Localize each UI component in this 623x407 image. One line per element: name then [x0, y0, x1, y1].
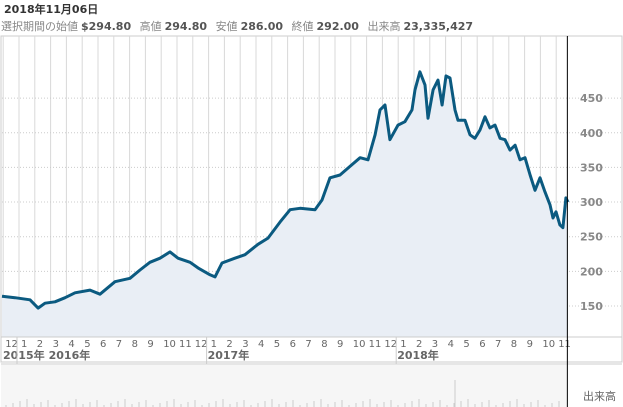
month-tick-label: 7 — [116, 339, 122, 350]
month-tick-label: 3 — [53, 339, 59, 350]
y-tick-label: 400 — [580, 127, 603, 140]
volume-value: 23,335,427 — [403, 20, 474, 33]
selected-date: 2018年11月06日 — [4, 3, 99, 16]
low-label: 安値 — [215, 20, 238, 33]
close-value: 292.00 — [316, 20, 359, 33]
month-tick-label: 7 — [305, 339, 311, 350]
month-tick-label: 9 — [527, 339, 533, 350]
year-label: 2015年 — [3, 348, 45, 362]
open-value: $294.80 — [81, 20, 132, 33]
y-tick-label: 200 — [580, 265, 603, 278]
month-tick-label: 2 — [37, 339, 43, 350]
month-tick-label: 3 — [242, 339, 248, 350]
month-tick-label: 3 — [432, 339, 438, 350]
month-tick-label: 11 — [179, 339, 192, 350]
month-tick-label: 5 — [274, 339, 280, 350]
month-tick-label: 11 — [558, 339, 571, 350]
close-label: 終値 — [291, 20, 314, 33]
month-tick-label: 9 — [337, 339, 343, 350]
year-label: 2018年 — [397, 348, 439, 362]
month-tick-label: 10 — [163, 339, 176, 350]
high-value: 294.80 — [164, 20, 208, 33]
open-label: 選択期間の始値 — [1, 20, 78, 33]
year-label: 2016年 — [49, 348, 91, 362]
month-tick-label: 2 — [226, 339, 232, 350]
y-tick-label: 300 — [580, 196, 603, 209]
y-tick-label: 450 — [580, 92, 603, 105]
y-tick-label: 350 — [580, 161, 603, 174]
month-tick-label: 4 — [448, 339, 454, 350]
high-label: 高値 — [139, 20, 162, 33]
month-tick-label: 12 — [195, 339, 208, 350]
month-tick-label: 11 — [369, 339, 382, 350]
month-tick-label: 4 — [258, 339, 264, 350]
y-tick-label: 150 — [580, 300, 603, 313]
month-tick-label: 10 — [542, 339, 555, 350]
month-tick-label: 6 — [290, 339, 296, 350]
month-tick-label: 12 — [5, 339, 18, 350]
month-tick-label: 10 — [353, 339, 366, 350]
month-tick-label: 8 — [321, 339, 327, 350]
month-tick-label: 5 — [84, 339, 90, 350]
month-tick-label: 7 — [495, 339, 501, 350]
month-tick-label: 2 — [416, 339, 422, 350]
month-tick-label: 9 — [147, 339, 153, 350]
low-value: 286.00 — [240, 20, 284, 33]
price-line — [1, 70, 570, 310]
month-tick-label: 6 — [479, 339, 485, 350]
volume-panel-label: 出来高 — [583, 390, 616, 403]
month-tick-label: 1 — [211, 339, 217, 350]
price-summary: 選択期間の始値 $294.80 高値 294.80 安値 286.00 終値 292.0… — [1, 18, 478, 34]
month-tick-label: 8 — [132, 339, 138, 350]
price-area — [2, 71, 568, 338]
volume-panel — [1, 365, 567, 407]
month-tick-label: 4 — [68, 339, 74, 350]
month-tick-label: 5 — [463, 339, 469, 350]
y-tick-label: 250 — [580, 231, 603, 244]
month-tick-label: 1 — [21, 339, 27, 350]
month-tick-label: 1 — [400, 339, 406, 350]
month-tick-label: 12 — [384, 339, 397, 350]
month-tick-label: 8 — [511, 339, 517, 350]
volume-label: 出来高 — [367, 20, 401, 33]
year-label: 2017年 — [208, 348, 250, 362]
month-tick-label: 6 — [100, 339, 106, 350]
